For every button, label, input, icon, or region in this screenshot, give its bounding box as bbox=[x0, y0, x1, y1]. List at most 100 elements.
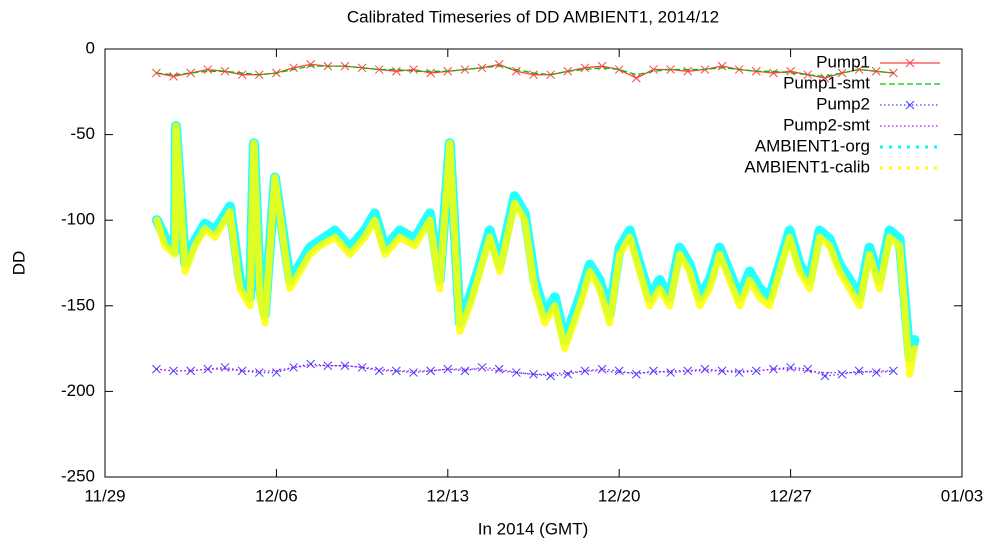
data-point bbox=[786, 363, 795, 372]
data-point bbox=[374, 65, 384, 74]
data-point bbox=[220, 363, 230, 372]
data-point bbox=[889, 366, 898, 376]
legend-swatch bbox=[880, 166, 883, 170]
data-point bbox=[512, 66, 521, 76]
legend-label: Pump1-smt bbox=[783, 73, 870, 92]
data-point bbox=[237, 366, 247, 376]
data-point bbox=[272, 368, 281, 377]
data-point bbox=[426, 68, 436, 78]
data-point bbox=[563, 369, 573, 379]
data-point bbox=[614, 65, 624, 74]
y-tick-label: -250 bbox=[61, 466, 95, 485]
data-point bbox=[666, 368, 675, 377]
legend-swatch bbox=[889, 145, 892, 149]
legend-label: AMBIENT1-calib bbox=[744, 157, 870, 176]
legend-label: Pump2 bbox=[816, 94, 870, 113]
legend-swatch bbox=[925, 166, 928, 170]
legend-swatch bbox=[905, 100, 915, 110]
data-point bbox=[254, 368, 264, 377]
y-tick-label: 0 bbox=[86, 38, 95, 57]
data-line bbox=[156, 365, 894, 375]
data-point bbox=[854, 65, 864, 74]
legend-swatch bbox=[880, 145, 883, 149]
y-tick-label: -100 bbox=[61, 210, 95, 229]
data-point bbox=[580, 63, 590, 73]
x-tick-label: 12/06 bbox=[255, 486, 298, 505]
data-point bbox=[529, 70, 538, 80]
data-point bbox=[871, 368, 881, 377]
data-line bbox=[156, 363, 894, 377]
data-point bbox=[494, 364, 504, 374]
data-point bbox=[580, 366, 590, 376]
data-point bbox=[306, 359, 316, 369]
y-tick-label: -150 bbox=[61, 295, 95, 314]
data-point bbox=[392, 66, 401, 76]
legend-swatch bbox=[905, 58, 915, 68]
x-tick-label: 12/20 bbox=[598, 486, 641, 505]
x-tick-label: 01/03 bbox=[941, 486, 984, 505]
y-tick-label: -200 bbox=[61, 381, 95, 400]
data-point bbox=[186, 68, 196, 78]
legend-label: Pump1 bbox=[816, 52, 870, 71]
data-band bbox=[153, 122, 918, 378]
data-point bbox=[186, 366, 196, 376]
data-point bbox=[409, 65, 418, 74]
data-point bbox=[837, 369, 847, 379]
legend-swatch bbox=[898, 166, 901, 170]
data-point bbox=[769, 68, 778, 78]
data-point bbox=[820, 371, 830, 381]
data-point bbox=[203, 364, 213, 374]
legend-swatch bbox=[907, 166, 910, 170]
data-point bbox=[597, 61, 607, 71]
x-axis-label: In 2014 (GMT) bbox=[478, 519, 589, 538]
plot-area bbox=[151, 60, 920, 381]
data-point bbox=[751, 366, 761, 376]
legend-swatch bbox=[934, 166, 937, 170]
data-point bbox=[889, 68, 898, 78]
data-point bbox=[769, 364, 778, 374]
data-point bbox=[426, 366, 436, 376]
legend-swatch bbox=[925, 145, 928, 149]
data-point bbox=[169, 72, 178, 81]
data-point bbox=[546, 371, 555, 381]
data-point bbox=[854, 366, 864, 376]
data-point bbox=[409, 368, 418, 377]
data-point bbox=[237, 70, 247, 80]
legend-swatch bbox=[898, 145, 901, 149]
x-tick-label: 12/27 bbox=[769, 486, 812, 505]
legend-label: Pump2-smt bbox=[783, 115, 870, 134]
legend-swatch bbox=[907, 145, 910, 149]
data-point bbox=[306, 60, 316, 69]
data-point bbox=[837, 68, 847, 78]
data-point bbox=[631, 369, 641, 379]
legend-swatch bbox=[934, 145, 937, 149]
data-point bbox=[803, 364, 813, 374]
x-tick-label: 11/29 bbox=[84, 486, 125, 505]
data-point bbox=[460, 366, 470, 376]
data-point bbox=[289, 363, 298, 372]
data-point bbox=[683, 66, 693, 76]
legend-swatch bbox=[889, 166, 892, 170]
data-point bbox=[614, 366, 624, 376]
data-point bbox=[786, 66, 795, 76]
data-point bbox=[734, 368, 744, 377]
chart-title: Calibrated Timeseries of DD AMBIENT1, 20… bbox=[347, 7, 719, 26]
data-point bbox=[529, 369, 538, 379]
y-tick-label: -50 bbox=[70, 124, 95, 143]
data-point bbox=[717, 61, 727, 71]
legend-label: AMBIENT1-org bbox=[755, 136, 870, 155]
x-tick-label: 12/13 bbox=[427, 486, 470, 505]
y-axis-label: DD bbox=[9, 251, 28, 276]
data-point bbox=[357, 63, 367, 73]
data-point bbox=[649, 366, 658, 376]
legend-swatch bbox=[916, 145, 919, 149]
data-point bbox=[597, 364, 607, 374]
data-line bbox=[156, 65, 894, 78]
data-point bbox=[803, 70, 813, 80]
data-point bbox=[700, 364, 710, 374]
data-point bbox=[374, 366, 384, 376]
data-point bbox=[717, 366, 727, 376]
data-point bbox=[357, 363, 367, 372]
data-point bbox=[477, 363, 487, 372]
